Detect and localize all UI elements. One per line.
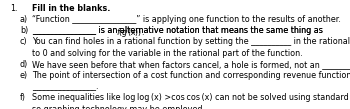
Text: You can find holes in a rational function by setting the __________ in the ratio: You can find holes in a rational functio…	[32, 37, 350, 46]
Text: “Function ________________” is applying one function to the results of another.: “Function ________________” is applying …	[32, 15, 341, 24]
Text: to 0 and solving for the variable in the rational part of the function.: to 0 and solving for the variable in the…	[32, 49, 302, 58]
Text: ________________ is an alternative notation that means the same thing as: ________________ is an alternative notat…	[32, 26, 325, 35]
Text: Fill in the blanks.: Fill in the blanks.	[32, 4, 110, 13]
Text: $f(g(x)).$: $f(g(x)).$	[116, 26, 144, 39]
Text: The point of intersection of a cost function and corresponding revenue function : The point of intersection of a cost func…	[32, 71, 350, 80]
Text: ________________ is an alternative notation that means the same thing as: ________________ is an alternative notat…	[32, 26, 325, 35]
Text: a): a)	[20, 15, 28, 24]
Text: b): b)	[20, 26, 28, 35]
Text: d): d)	[20, 60, 28, 69]
Text: so graphing technology may be employed.: so graphing technology may be employed.	[32, 105, 205, 109]
Text: We have seen before that when factors cancel, a hole is formed, not an _________: We have seen before that when factors ca…	[32, 60, 350, 69]
Text: e): e)	[20, 71, 28, 80]
Text: ________________.: ________________.	[32, 82, 98, 91]
Text: Some inequalities like log log (x) >cos cos (x) can not be solved using standard: Some inequalities like log log (x) >cos …	[32, 94, 350, 102]
Text: f): f)	[20, 94, 26, 102]
Text: 1.: 1.	[10, 4, 17, 13]
Text: c): c)	[20, 37, 28, 46]
